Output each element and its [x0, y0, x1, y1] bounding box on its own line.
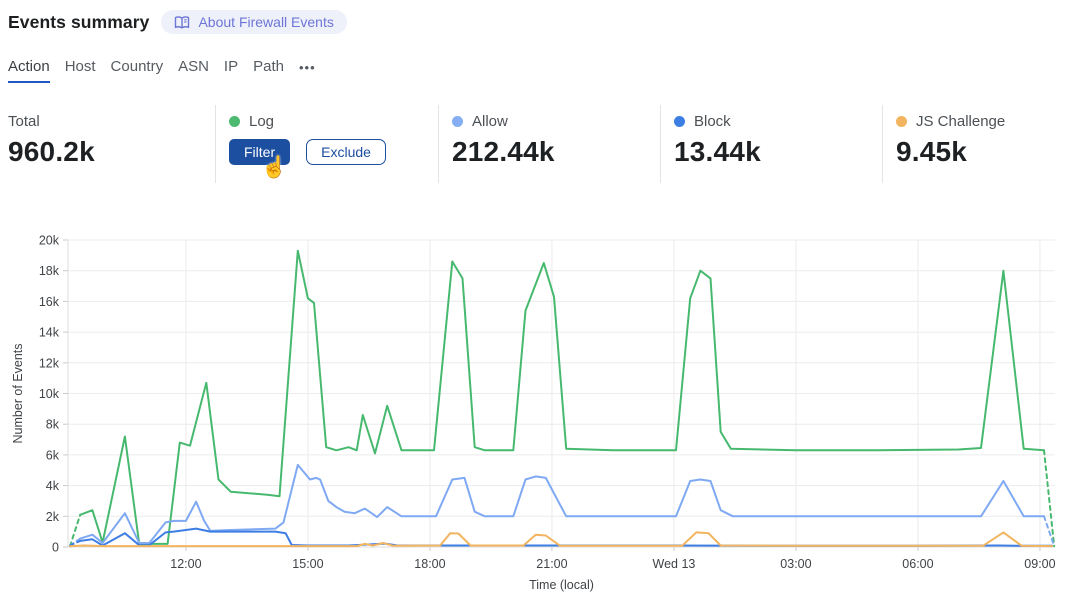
y-tick-label: 2k — [46, 510, 60, 524]
tab-more-tabs[interactable]: ••• — [298, 60, 316, 75]
stat-value: 13.44k — [674, 136, 761, 167]
tab-asn[interactable]: ASN — [178, 58, 209, 75]
stat-block[interactable]: Block 13.44k — [660, 105, 882, 183]
x-tick-label: Wed 13 — [653, 557, 696, 571]
y-tick-label: 6k — [46, 448, 60, 462]
stat-label-row: Allow — [452, 112, 660, 130]
stat-js-challenge[interactable]: JS Challenge 9.45k — [882, 105, 1068, 183]
about-firewall-events-link[interactable]: About Firewall Events — [161, 10, 347, 34]
stat-value: 960.2k — [8, 136, 95, 167]
x-tick-label: 18:00 — [414, 557, 445, 571]
stat-log[interactable]: Log Filter Exclude — [215, 105, 438, 183]
x-tick-label: 06:00 — [902, 557, 933, 571]
x-tick-label: 21:00 — [536, 557, 567, 571]
stat-label-row: Log — [229, 112, 438, 130]
x-tick-label: 15:00 — [292, 557, 323, 571]
tab-country[interactable]: Country — [110, 58, 164, 75]
js-challenge-legend-dot-icon — [896, 115, 907, 127]
y-tick-label: 0 — [52, 541, 59, 555]
x-tick-label: 12:00 — [170, 557, 201, 571]
y-tick-label: 4k — [46, 479, 60, 493]
stat-actions: Filter Exclude — [229, 139, 438, 165]
y-tick-label: 10k — [39, 387, 60, 401]
allow-line-dashed[interactable] — [1043, 515, 1056, 548]
log-legend-dot-icon — [229, 115, 240, 127]
tab-host[interactable]: Host — [64, 58, 96, 75]
stat-allow[interactable]: Allow 212.44k — [438, 105, 660, 183]
open-book-icon — [175, 15, 190, 28]
y-tick-label: 12k — [39, 356, 60, 370]
allow-line[interactable] — [79, 463, 1045, 544]
y-tick-label: 20k — [39, 234, 60, 248]
x-axis-label: Time (local) — [529, 578, 594, 592]
about-firewall-events-label: About Firewall Events — [198, 14, 334, 30]
stat-total[interactable]: Total 960.2k — [0, 105, 215, 183]
x-tick-label: 03:00 — [780, 557, 811, 571]
allow-legend-dot-icon — [452, 115, 463, 127]
block-line[interactable] — [79, 527, 1054, 547]
exclude-button[interactable]: Exclude — [306, 139, 386, 165]
block-legend-dot-icon — [674, 115, 685, 127]
filter-button[interactable]: Filter — [229, 139, 291, 165]
stat-value: 9.45k — [896, 136, 968, 167]
y-tick-label: 18k — [39, 264, 60, 278]
tab-path[interactable]: Path — [253, 58, 284, 75]
x-tick-label: 09:00 — [1024, 557, 1055, 571]
y-tick-label: 16k — [39, 295, 60, 309]
log-line-dashed[interactable] — [1043, 449, 1056, 548]
hand-cursor-icon: ☝ — [261, 156, 288, 179]
stat-name: Allow — [472, 112, 508, 130]
stat-label-row: Total — [8, 112, 215, 130]
page-header: Events summary About Firewall Events — [8, 10, 347, 34]
log-line[interactable] — [79, 249, 1045, 545]
events-time-series-chart[interactable]: 0 2k 4k 6k 8k 10k 12k 14k 16k 18k 20k 12:00 15:00 18:… — [0, 222, 1068, 598]
log-line-dashed[interactable] — [69, 513, 82, 548]
tab-action[interactable]: Action — [8, 58, 50, 83]
tab-ip[interactable]: IP — [223, 58, 239, 75]
stat-label-row: JS Challenge — [896, 112, 1068, 130]
y-axis-label: Number of Events — [11, 343, 25, 443]
stat-name: JS Challenge — [916, 112, 1006, 130]
block-line-dashed[interactable] — [69, 539, 82, 547]
stat-name: Block — [694, 112, 731, 130]
stat-label-row: Block — [674, 112, 882, 130]
js-challenge-line[interactable] — [69, 531, 1054, 548]
page-title: Events summary — [8, 11, 150, 32]
stats-row: Total 960.2k Log Filter Exclude Allow 212.44k B… — [0, 105, 1068, 185]
stat-name: Log — [249, 112, 275, 130]
stat-name: Total — [8, 112, 40, 130]
stat-value: 212.44k — [452, 136, 555, 167]
y-tick-label: 8k — [46, 418, 60, 432]
tab-bar: Action Host Country ASN IP Path ••• — [8, 58, 316, 83]
y-tick-label: 14k — [39, 326, 60, 340]
